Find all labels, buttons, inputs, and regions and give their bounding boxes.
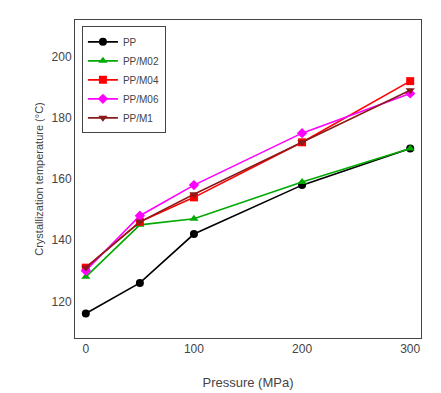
svg-text:PP/M1: PP/M1 — [123, 113, 153, 124]
svg-text:160: 160 — [52, 172, 72, 186]
svg-text:Crystallization temperature (°: Crystallization temperature (°C) — [33, 102, 45, 256]
svg-text:0: 0 — [82, 342, 89, 356]
svg-text:Pressure (MPa): Pressure (MPa) — [202, 375, 293, 390]
svg-text:200: 200 — [52, 50, 72, 64]
svg-text:140: 140 — [52, 233, 72, 247]
svg-text:100: 100 — [184, 342, 204, 356]
svg-text:PP/M02: PP/M02 — [123, 56, 159, 67]
svg-text:PP/M04: PP/M04 — [123, 75, 159, 86]
svg-text:PP: PP — [123, 37, 137, 48]
svg-text:200: 200 — [292, 342, 312, 356]
svg-text:PP/M06: PP/M06 — [123, 94, 159, 105]
svg-text:300: 300 — [400, 342, 420, 356]
svg-text:180: 180 — [52, 111, 72, 125]
svg-text:120: 120 — [52, 295, 72, 309]
